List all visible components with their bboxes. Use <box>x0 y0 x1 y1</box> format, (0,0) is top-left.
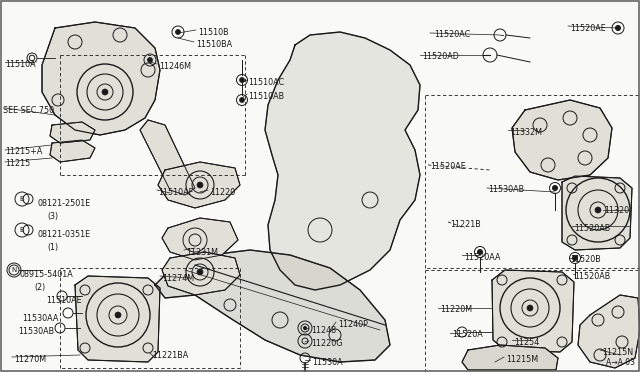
Text: 11520AA: 11520AA <box>464 253 500 262</box>
Polygon shape <box>42 22 160 135</box>
Polygon shape <box>512 100 612 180</box>
Text: 11520AD: 11520AD <box>422 52 459 61</box>
Circle shape <box>197 269 203 275</box>
Text: 11221B: 11221B <box>450 220 481 229</box>
Circle shape <box>552 186 557 190</box>
Text: (3): (3) <box>47 212 58 221</box>
Polygon shape <box>578 295 640 368</box>
Text: 08121-2501E: 08121-2501E <box>38 199 92 208</box>
Text: 11254: 11254 <box>514 338 540 347</box>
Text: 11520AB: 11520AB <box>574 224 611 233</box>
Text: B: B <box>20 227 24 233</box>
Text: 11530AB: 11530AB <box>488 185 524 194</box>
Text: 11220M: 11220M <box>440 305 472 314</box>
Text: 11510AE: 11510AE <box>46 296 82 305</box>
Text: A→A 03: A→A 03 <box>606 358 635 367</box>
Circle shape <box>303 327 307 330</box>
Circle shape <box>477 250 483 254</box>
Circle shape <box>573 256 577 260</box>
Text: 11215M: 11215M <box>506 355 538 364</box>
Text: (2): (2) <box>34 283 45 292</box>
Text: 11248: 11248 <box>311 326 336 335</box>
Text: 11510AF: 11510AF <box>158 188 193 197</box>
Text: 11221BA: 11221BA <box>152 351 188 360</box>
Circle shape <box>197 182 203 188</box>
Circle shape <box>239 97 244 103</box>
Circle shape <box>239 77 244 83</box>
Text: 11520AB: 11520AB <box>574 272 611 281</box>
Text: 11520AE: 11520AE <box>430 162 466 171</box>
Text: 11510B: 11510B <box>198 28 228 37</box>
Text: 11320: 11320 <box>604 206 629 215</box>
Text: 11332M: 11332M <box>510 128 542 137</box>
Text: 08915-5401A: 08915-5401A <box>20 270 74 279</box>
Circle shape <box>147 58 152 62</box>
Text: 11220G: 11220G <box>311 339 342 348</box>
Text: N: N <box>12 267 17 273</box>
Text: (1): (1) <box>47 243 58 252</box>
Text: 11231M: 11231M <box>186 248 218 257</box>
Circle shape <box>102 89 108 95</box>
Polygon shape <box>492 270 574 352</box>
Polygon shape <box>462 345 558 370</box>
Polygon shape <box>50 122 95 143</box>
Text: 11274M: 11274M <box>162 274 194 283</box>
Polygon shape <box>155 250 390 362</box>
Text: 11215: 11215 <box>5 159 30 168</box>
Text: 11530AB: 11530AB <box>18 327 54 336</box>
Text: 11215+A: 11215+A <box>5 147 42 156</box>
Text: 11270M: 11270M <box>14 355 46 364</box>
Text: 11220: 11220 <box>210 188 236 197</box>
Text: 11215N: 11215N <box>602 348 633 357</box>
Text: 11520A: 11520A <box>452 330 483 339</box>
Text: 11530A: 11530A <box>312 358 342 367</box>
Polygon shape <box>162 252 240 295</box>
Text: 11530AA: 11530AA <box>22 314 58 323</box>
Text: 11510AC: 11510AC <box>248 78 284 87</box>
Text: 11246M: 11246M <box>159 62 191 71</box>
Polygon shape <box>140 120 195 195</box>
Polygon shape <box>75 276 160 362</box>
Circle shape <box>115 312 121 318</box>
Circle shape <box>175 29 180 35</box>
Text: B: B <box>20 196 24 202</box>
Text: 11510AB: 11510AB <box>248 92 284 101</box>
Polygon shape <box>265 32 420 290</box>
Polygon shape <box>158 162 240 208</box>
Circle shape <box>595 207 601 213</box>
Text: 11520B: 11520B <box>570 255 601 264</box>
Text: 11520AE: 11520AE <box>570 24 605 33</box>
Polygon shape <box>162 218 238 260</box>
Text: 08121-0351E: 08121-0351E <box>38 230 91 239</box>
Text: 11510A: 11510A <box>5 60 36 69</box>
Polygon shape <box>562 176 632 250</box>
Circle shape <box>527 305 533 311</box>
Circle shape <box>616 26 621 31</box>
Polygon shape <box>50 140 95 162</box>
Text: 11240P: 11240P <box>338 320 368 329</box>
Text: SEE SEC.750: SEE SEC.750 <box>3 106 54 115</box>
Text: 11520AC: 11520AC <box>434 30 470 39</box>
Text: 11510BA: 11510BA <box>196 40 232 49</box>
